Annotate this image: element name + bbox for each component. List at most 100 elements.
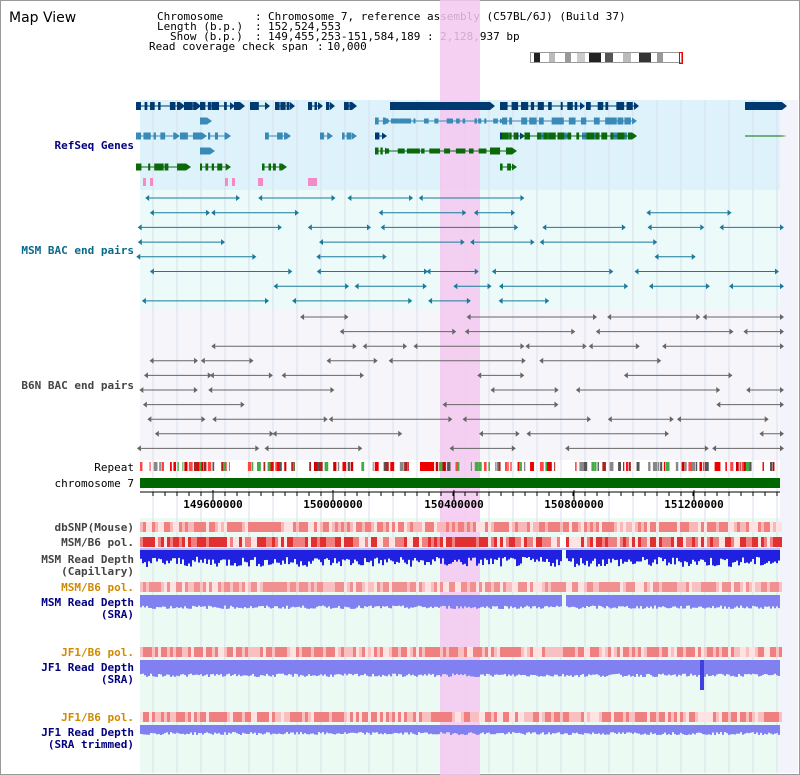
depth-bar (586, 550, 588, 561)
depth-bar (338, 660, 340, 675)
heat-cell (149, 647, 152, 657)
depth-bar (606, 595, 608, 607)
depth-bar (184, 550, 186, 566)
depth-bar (676, 660, 678, 677)
chromosome-bar (140, 478, 780, 488)
heat-cell (407, 582, 410, 592)
depth-bar (434, 595, 436, 607)
depth-bar (520, 660, 522, 676)
heat-cell (143, 712, 146, 722)
depth-bar (420, 660, 422, 675)
depth-bar (192, 550, 194, 561)
depth-bar (582, 725, 584, 735)
depth-bar (470, 660, 472, 677)
heat-cell (167, 582, 170, 592)
depth-bar (486, 725, 488, 733)
bac-end-marker (288, 268, 293, 275)
depth-bar (282, 595, 284, 607)
bac-end-marker (746, 387, 751, 393)
heat-cell (407, 522, 410, 532)
heat-cell (680, 712, 683, 722)
heat-cell (152, 647, 155, 657)
depth-bar (754, 595, 756, 607)
heat-cell (521, 712, 524, 722)
heat-cell (548, 522, 551, 532)
gene-strand-arrow (240, 102, 245, 110)
heat-cell (335, 712, 338, 722)
bac-end-marker (136, 445, 141, 452)
depth-bar (382, 595, 384, 607)
heat-cell (146, 582, 149, 592)
heat-cell (497, 582, 500, 592)
heat-cell (704, 537, 707, 547)
heat-cell (185, 647, 188, 657)
heat-cell (275, 582, 278, 592)
heat-cell (455, 647, 458, 657)
depth-bar (726, 595, 728, 609)
depth-bar (378, 725, 380, 735)
depth-bar (322, 725, 324, 733)
heat-cell (656, 712, 659, 722)
heat-cell (458, 537, 461, 547)
depth-bar (408, 550, 410, 560)
bac-end-marker (426, 268, 431, 275)
heat-cell (206, 537, 209, 547)
depth-bar (494, 595, 496, 607)
depth-bar (732, 660, 734, 676)
chromosome-ideogram[interactable] (530, 52, 683, 64)
depth-bar (346, 550, 348, 559)
heat-cell (179, 522, 182, 532)
depth-bar (478, 660, 480, 677)
heat-cell (182, 522, 185, 532)
depth-bar (156, 660, 158, 677)
heat-cell (383, 712, 386, 722)
heat-cell (620, 537, 623, 547)
depth-bar (352, 725, 354, 733)
repeat-element (177, 462, 179, 471)
depth-bar (210, 725, 212, 734)
heat-cell (362, 647, 365, 657)
depth-bar (484, 595, 486, 608)
repeat-element (745, 462, 750, 471)
gene-strand-arrow (282, 163, 287, 171)
heat-cell (641, 522, 644, 532)
heat-cell (509, 582, 512, 592)
depth-bar (238, 595, 240, 608)
depth-bar (744, 660, 746, 675)
depth-bar (176, 660, 178, 676)
bac-end-marker (647, 224, 652, 231)
depth-bar (318, 660, 320, 676)
repeat-element (749, 462, 752, 471)
gene-strand-arrow (490, 102, 495, 110)
depth-bar (244, 725, 246, 734)
heat-cell (350, 712, 353, 722)
bac-end-marker (236, 195, 241, 201)
heat-cell (692, 522, 695, 532)
depth-bar (510, 595, 512, 607)
depth-bar (332, 595, 334, 609)
heat-cell (332, 647, 335, 657)
depth-bar (374, 725, 376, 733)
heat-cell (371, 647, 374, 657)
bac-end-marker (764, 416, 769, 423)
depth-bar (688, 660, 690, 677)
depth-bar (176, 595, 178, 608)
heat-cell (332, 522, 335, 532)
depth-bar (218, 595, 220, 608)
depth-bar (280, 595, 282, 609)
gene-exon (150, 102, 155, 110)
depth-bar (320, 725, 322, 734)
depth-bar (750, 660, 752, 675)
depth-bar (682, 550, 684, 567)
depth-bar (698, 725, 700, 733)
gene-exon (349, 102, 352, 110)
depth-bar (302, 660, 304, 676)
heat-cell (392, 522, 395, 532)
depth-bar (178, 660, 180, 677)
depth-bar (172, 595, 174, 609)
heat-cell (683, 537, 686, 547)
depth-bar (156, 725, 158, 735)
heat-cell (506, 712, 509, 722)
heat-cell (536, 522, 539, 532)
